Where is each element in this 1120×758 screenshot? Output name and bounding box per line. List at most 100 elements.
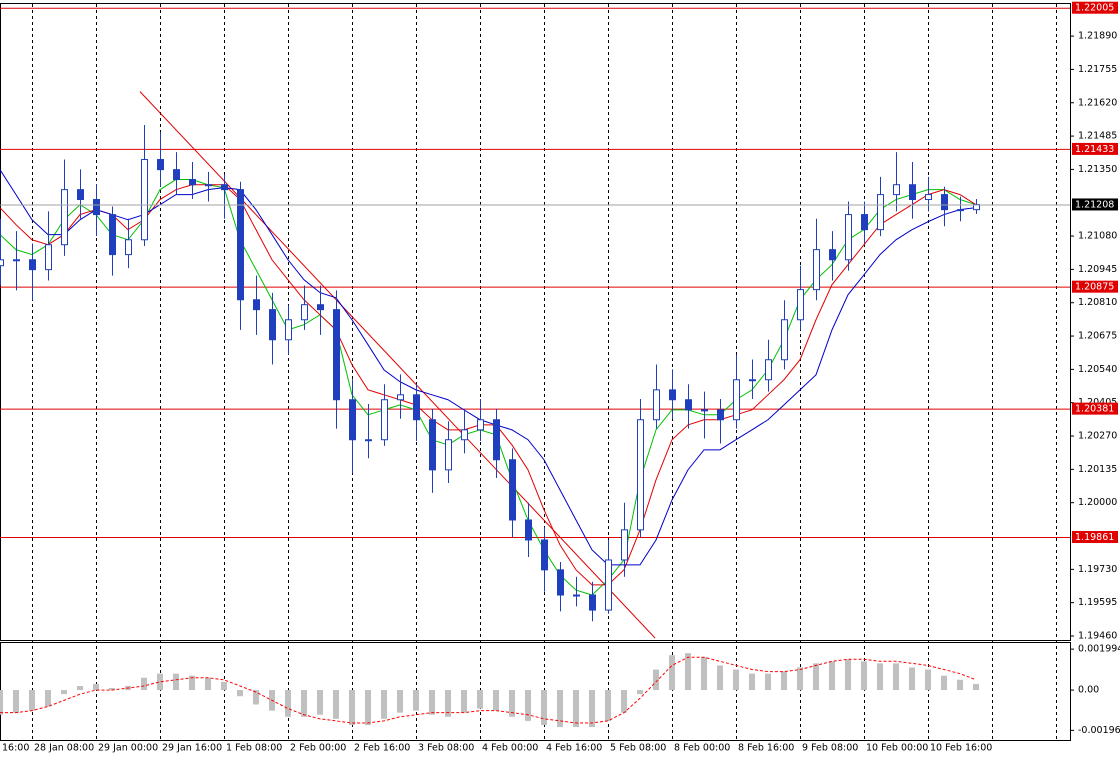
candle-body xyxy=(605,559,612,611)
x-tick-label: 1 Feb 08:00 xyxy=(226,743,282,754)
y-tick-label: 1.20675 xyxy=(1078,331,1117,342)
candle-body xyxy=(205,184,212,187)
macd-bar xyxy=(877,663,883,691)
x-tick-label: 4 Feb 00:00 xyxy=(482,743,538,754)
candle-body xyxy=(781,319,788,361)
x-tick-label: 8 Feb 16:00 xyxy=(738,743,794,754)
level-label-bg xyxy=(1072,142,1118,155)
candle-body xyxy=(253,299,260,311)
x-tick-label: 29 Jan 00:00 xyxy=(98,743,158,754)
vertical-grid xyxy=(32,4,1057,740)
macd-bar xyxy=(237,690,243,697)
candle-body xyxy=(717,409,724,421)
level-label: 1.22005 xyxy=(1075,3,1114,14)
last-price-label-bg xyxy=(1072,198,1118,211)
candle-body xyxy=(301,304,308,321)
macd-bar xyxy=(445,690,451,717)
macd-bar xyxy=(749,673,755,691)
y-tick-label: 1.20135 xyxy=(1078,464,1117,475)
y-tick-label: 1.20000 xyxy=(1078,497,1117,508)
macd-bar xyxy=(173,673,179,691)
candle-body xyxy=(141,159,148,241)
macd-bar xyxy=(925,669,931,691)
macd-bar xyxy=(93,683,99,691)
candle-body xyxy=(29,259,36,271)
macd-bar xyxy=(765,673,771,691)
candle-body xyxy=(701,409,708,412)
macd-bar xyxy=(941,675,947,691)
candle-body xyxy=(237,189,244,301)
x-tick-label: 10 Feb 00:00 xyxy=(866,743,928,754)
candle-body xyxy=(861,214,868,231)
candle-body xyxy=(845,214,852,261)
candle-body xyxy=(429,419,436,471)
macd-bar xyxy=(509,690,515,717)
candle-body xyxy=(333,309,340,401)
candle-body xyxy=(77,189,84,201)
macd-bar xyxy=(685,653,691,691)
macd-bar xyxy=(973,683,979,691)
y-tick-label: 1.20945 xyxy=(1078,264,1117,275)
macd-bar xyxy=(429,690,435,715)
x-tick-label: 28 Jan 08:00 xyxy=(34,743,94,754)
x-tick-label: 5 Feb 08:00 xyxy=(610,743,666,754)
macd-bar xyxy=(141,677,147,691)
candle-body xyxy=(589,594,596,611)
macd-bar xyxy=(13,690,19,713)
candle-body xyxy=(157,159,164,171)
macd-signal xyxy=(0,656,977,724)
candle-body xyxy=(109,214,116,256)
macd-bar xyxy=(461,690,467,713)
macd-bar xyxy=(317,690,323,715)
x-tick-label: 4 Feb 16:00 xyxy=(546,743,602,754)
candle-body xyxy=(685,399,692,411)
candle-body xyxy=(765,359,772,381)
y-tick-label: 1.19595 xyxy=(1078,597,1117,608)
candle-body xyxy=(0,259,4,267)
macd-bar xyxy=(221,681,227,691)
candle-body xyxy=(45,244,52,271)
macd-bar xyxy=(637,690,643,695)
macd-bar xyxy=(365,690,371,726)
macd-bar xyxy=(701,657,707,691)
candle-body xyxy=(509,459,516,521)
macd-bar xyxy=(861,661,867,691)
y-tick-label: 1.21350 xyxy=(1078,164,1117,175)
y-tick-label: -0.001961 xyxy=(1078,725,1120,736)
macd-bar xyxy=(813,663,819,691)
y-tick-label: 1.21080 xyxy=(1078,231,1117,242)
y-tick-label: 1.21485 xyxy=(1078,131,1117,142)
x-tick-label: 16:00 xyxy=(2,743,29,754)
macd-bar xyxy=(893,663,899,691)
x-tick-label: 29 Jan 16:00 xyxy=(162,743,222,754)
y-tick-label: 1.20270 xyxy=(1078,431,1117,442)
x-tick-label: 10 Feb 16:00 xyxy=(930,743,992,754)
level-label: 1.21433 xyxy=(1075,144,1114,155)
y-tick-label: 1.19730 xyxy=(1078,564,1117,575)
macd-bar xyxy=(525,690,531,721)
y-tick-label: 1.21755 xyxy=(1078,64,1117,75)
level-label: 1.20381 xyxy=(1075,404,1114,415)
macd-bar xyxy=(29,690,35,711)
candle-body xyxy=(957,209,964,212)
macd-bar xyxy=(557,690,563,728)
level-label-bg xyxy=(1072,1,1118,14)
candle-body xyxy=(909,184,916,201)
candle-body xyxy=(93,199,100,216)
y-tick-label: 1.20540 xyxy=(1078,364,1117,375)
candle-body xyxy=(221,184,228,191)
macd-bar xyxy=(0,690,3,715)
candle-body xyxy=(349,399,356,441)
macd-bar xyxy=(253,690,259,705)
candle-body xyxy=(797,289,804,321)
candle-body xyxy=(269,309,276,341)
macd-bar xyxy=(493,690,499,711)
candle-body xyxy=(317,304,324,311)
x-tick-label: 3 Feb 08:00 xyxy=(418,743,474,754)
candle-body xyxy=(669,389,676,401)
candle-body xyxy=(493,419,500,461)
macd-bar xyxy=(77,685,83,691)
y-tick-label: 0.00 xyxy=(1078,685,1099,696)
macd-bar xyxy=(397,690,403,713)
candle-body xyxy=(733,379,740,421)
